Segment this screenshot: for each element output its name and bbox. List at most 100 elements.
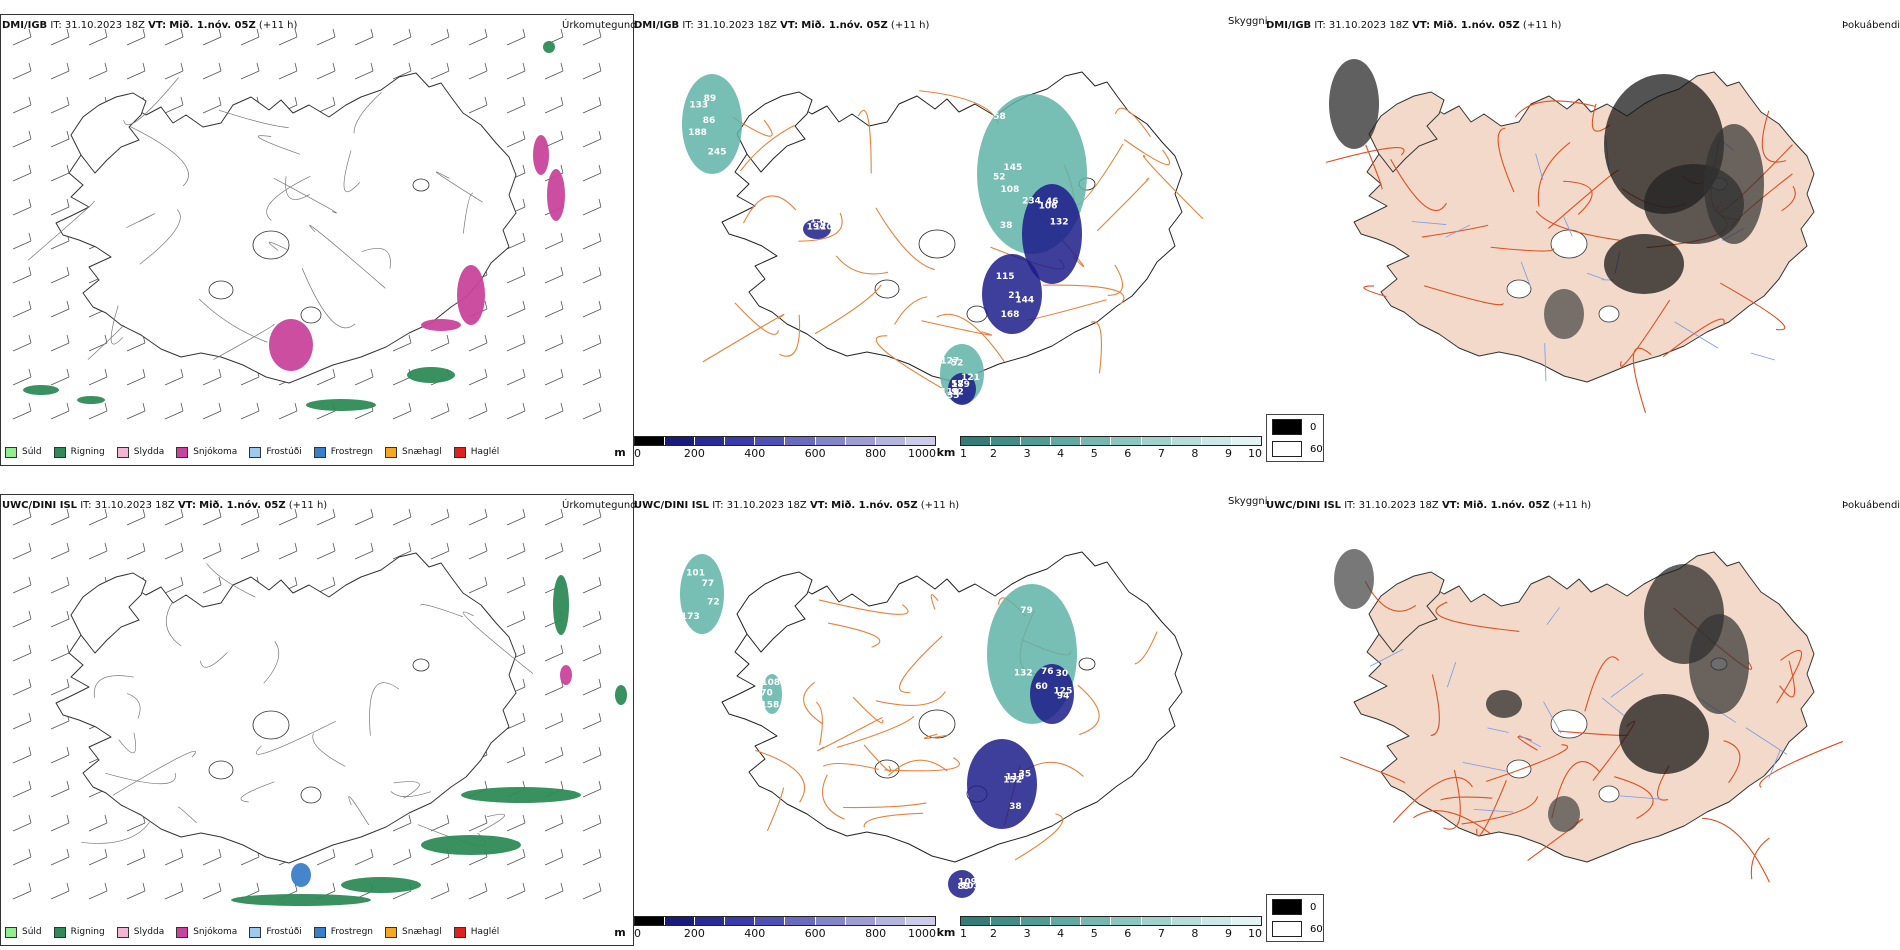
it-label: IT:	[712, 500, 724, 511]
colorbar-tick: 4	[1057, 447, 1065, 460]
legend-swatch	[116, 446, 129, 458]
colorbar-swatch	[785, 437, 816, 445]
visibility-label: 84	[820, 217, 833, 227]
colorbar-swatch	[725, 917, 756, 925]
legend-item: Snjókoma	[176, 926, 237, 938]
colorbar-tick: 7	[1157, 447, 1165, 460]
fog-map	[1325, 59, 1815, 413]
legend-item: Rigning	[53, 446, 105, 458]
header-dmi-vis: DMI/IGB IT: 31.10.2023 18Z VT: Mið. 1.nó…	[634, 20, 929, 31]
legend-label: Snjókoma	[193, 447, 238, 457]
precip-title: Úrkomutegund	[562, 500, 637, 511]
it-value: 31.10.2023 18Z	[1358, 500, 1439, 511]
fog-legend: 0 60	[1266, 414, 1324, 462]
colorbar-swatch	[905, 917, 935, 925]
visibility-label: 109	[958, 877, 977, 887]
colorbar-tick: 10	[1248, 927, 1262, 940]
colorbar-tick: 0	[634, 927, 641, 940]
visibility-label: 86	[703, 116, 716, 126]
visibility-title: Skyggni	[1228, 496, 1268, 507]
legend-swatch	[453, 446, 466, 458]
legend-label: Frostregn	[330, 927, 374, 937]
vt-value: Mið. 1.nóv. 05Z	[831, 500, 918, 511]
lead-time: (+11 h)	[258, 20, 298, 31]
cloud-base-colorbar: 0 200 400 600 800 1000 m	[614, 916, 936, 940]
vt-label: VT:	[1441, 500, 1460, 511]
colorbar-swatch	[1111, 917, 1142, 925]
colorbar-swatch	[1171, 917, 1202, 925]
legend-label: Súld	[22, 447, 42, 457]
visibility-label: 132	[1050, 217, 1069, 227]
colorbar-tick: 5	[1090, 447, 1098, 460]
legend-label: Slydda	[133, 927, 165, 937]
vt-value: Mið. 1.nóv. 05Z	[199, 500, 286, 511]
precip-map	[12, 508, 627, 906]
visibility-label: 21	[1008, 291, 1021, 301]
visibility-label: 38	[1000, 221, 1013, 231]
colorbar-tick: 8	[1191, 927, 1199, 940]
legend-swatch	[249, 926, 262, 938]
visibility-panel-dmi: 188 38 46 21 52 57 152 245 145 132 115 121 35 120 133 5…	[632, 14, 1264, 464]
colorbar-swatch	[1021, 917, 1052, 925]
it-value: 31.10.2023 18Z	[696, 20, 777, 31]
colorbar-swatch	[815, 437, 846, 445]
colorbar-swatch	[1141, 917, 1172, 925]
colorbar-tick: 3	[1023, 447, 1031, 460]
legend-swatch	[313, 446, 326, 458]
visibility-label: 106	[1039, 201, 1058, 211]
vt-value: Mið. 1.nóv. 05Z	[169, 20, 256, 31]
visibility-label: 127	[940, 356, 959, 366]
colorbar-swatch	[635, 917, 666, 925]
visibility-label: 234	[1022, 196, 1041, 206]
fog-legend-swatch	[1272, 899, 1302, 915]
colorbar-swatch	[1081, 437, 1112, 445]
fog-legend-swatch	[1272, 441, 1302, 457]
visibility-label: 57	[951, 379, 964, 389]
colorbar-tick: 800	[865, 447, 887, 460]
visibility-label: 194	[807, 222, 826, 232]
legend-item: Snæhagl	[385, 446, 442, 458]
legend-item: Súld	[5, 926, 42, 938]
legend-item: Haglél	[453, 926, 499, 938]
colorbar-tick: 9	[1224, 927, 1232, 940]
vt-value: Mið. 1.nóv. 05Z	[1433, 20, 1520, 31]
colorbar-tick: 200	[683, 447, 705, 460]
colorbar-unit: km	[936, 926, 956, 939]
legend-item: Súld	[5, 446, 42, 458]
visibility-label: 72	[707, 598, 720, 608]
visibility-label: 79	[1020, 606, 1033, 616]
visibility-title: Skyggni	[1228, 16, 1268, 27]
model-name: DMI/IGB	[1266, 20, 1312, 31]
precip-legend: Súld Rigning Slydda Snjókoma Frostúði Frostre…	[5, 443, 511, 461]
model-name: DMI/IGB	[634, 20, 680, 31]
colorbar-tick: 3	[1023, 927, 1031, 940]
legend-swatch	[385, 926, 398, 938]
colorbar-tick: 400	[744, 927, 766, 940]
header-dmi-fog: DMI/IGB IT: 31.10.2023 18Z VT: Mið. 1.nó…	[1266, 20, 1561, 31]
precip-legend: Súld Rigning Slydda Snjókoma Frostúði Frostre…	[5, 923, 511, 941]
colorbar-swatch	[961, 917, 992, 925]
colorbar-swatch	[665, 917, 696, 925]
header-dmi: DMI/IGB IT: 31.10.2023 18Z VT: Mið. 1.nó…	[2, 20, 297, 31]
visibility-label: 77	[702, 579, 715, 589]
legend-swatch	[176, 446, 189, 458]
it-label: IT:	[1344, 500, 1356, 511]
visibility-label: 152	[1003, 776, 1022, 786]
visibility-label: 35	[1019, 769, 1032, 779]
vt-label: VT:	[809, 500, 828, 511]
fog-legend: 0 60	[1266, 894, 1324, 942]
visibility-label: 120	[814, 222, 833, 232]
colorbar-tick: 9	[1224, 447, 1232, 460]
visibility-label: 110	[940, 387, 959, 397]
colorbar-swatch	[1111, 437, 1142, 445]
cloud-base-colorbar: 0 200 400 600 800 1000 m	[614, 436, 936, 460]
visibility-label: 115	[996, 272, 1015, 282]
visibility-label: 132	[1014, 668, 1033, 678]
colorbar-unit: m	[614, 446, 626, 459]
legend-label: Frostúði	[266, 447, 302, 457]
vt-label: VT:	[148, 20, 167, 31]
colorbar-tick: 0	[634, 447, 641, 460]
colorbar-unit: m	[614, 926, 626, 939]
lead-time: (+11 h)	[920, 500, 960, 511]
